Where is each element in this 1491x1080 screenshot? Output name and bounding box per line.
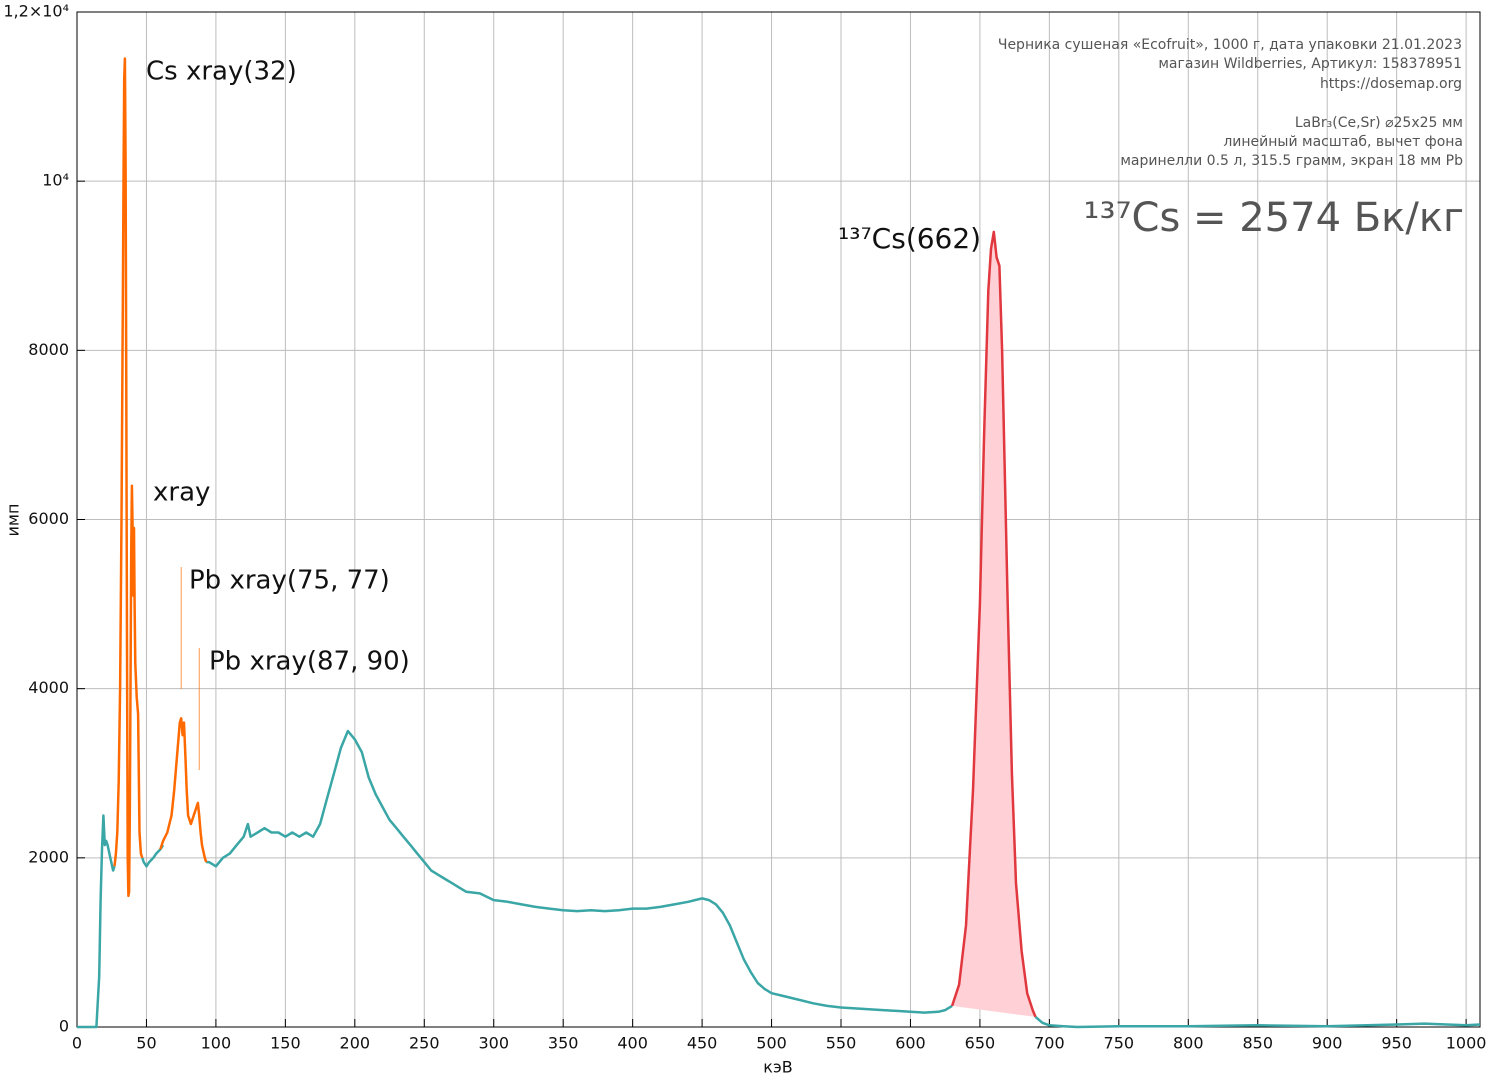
info-line: магазин Wildberries, Артикул: 158378951 [1158, 56, 1462, 72]
spectrum-line [950, 230, 1037, 1018]
y-tick-label: 1,2×10⁴ [3, 2, 69, 21]
x-tick-label: 150 [270, 1034, 301, 1053]
x-tick-label: 800 [1173, 1034, 1204, 1053]
y-tick-label: 0 [59, 1017, 69, 1036]
x-tick-label: 0 [72, 1034, 82, 1053]
info-line: Черника сушеная «Ecofruit», 1000 г, дата… [998, 37, 1462, 53]
y-tick-label: 4000 [28, 678, 69, 697]
x-tick-label: 900 [1312, 1034, 1343, 1053]
y-tick-label: 8000 [28, 340, 69, 359]
x-tick-label: 600 [895, 1034, 926, 1053]
x-tick-label: 700 [1034, 1034, 1065, 1053]
x-tick-label: 650 [965, 1034, 996, 1053]
x-axis-label: кэВ [763, 1058, 792, 1077]
x-tick-label: 850 [1242, 1034, 1273, 1053]
x-tick-label: 450 [687, 1034, 718, 1053]
spectrum-line [77, 729, 1481, 1029]
info-line: https://dosemap.org [1320, 76, 1462, 92]
plot-frame [76, 11, 1481, 1028]
info-line: LaBr₃(Ce,Sr) ⌀25x25 мм [1295, 115, 1463, 131]
result: ¹³⁷Cs = 2574 Бк/кг [1083, 195, 1464, 241]
annotation: Pb xray(87, 90) [209, 647, 410, 677]
y-tick-label: 6000 [28, 509, 69, 528]
x-tick-label: 500 [756, 1034, 787, 1053]
spectrum-line [113, 57, 208, 898]
x-tick-label: 200 [340, 1034, 371, 1053]
x-tick-label: 350 [548, 1034, 579, 1053]
y-axis-label: имп [4, 504, 23, 537]
x-tick-label: 100 [201, 1034, 232, 1053]
x-tick-label: 550 [826, 1034, 857, 1053]
annotation: xray [153, 478, 210, 508]
x-tick-label: 950 [1381, 1034, 1412, 1053]
x-tick-label: 300 [478, 1034, 509, 1053]
annotation: Pb xray(75, 77) [189, 566, 390, 596]
info-line: линейный масштаб, вычет фона [1223, 134, 1463, 150]
x-tick-label: 250 [409, 1034, 440, 1053]
info-line: маринелли 0.5 л, 315.5 грамм, экран 18 м… [1120, 153, 1463, 169]
peak-area [952, 231, 1036, 1017]
annotation: ¹³⁷Cs(662) [838, 222, 981, 255]
x-tick-label: 1000 [1446, 1034, 1487, 1053]
annotation: Cs xray(32) [146, 57, 297, 87]
x-tick-label: 750 [1104, 1034, 1135, 1053]
y-tick-label: 10⁴ [42, 171, 69, 190]
x-tick-label: 50 [136, 1034, 156, 1053]
y-tick-label: 2000 [28, 847, 69, 866]
x-tick-label: 400 [617, 1034, 648, 1053]
